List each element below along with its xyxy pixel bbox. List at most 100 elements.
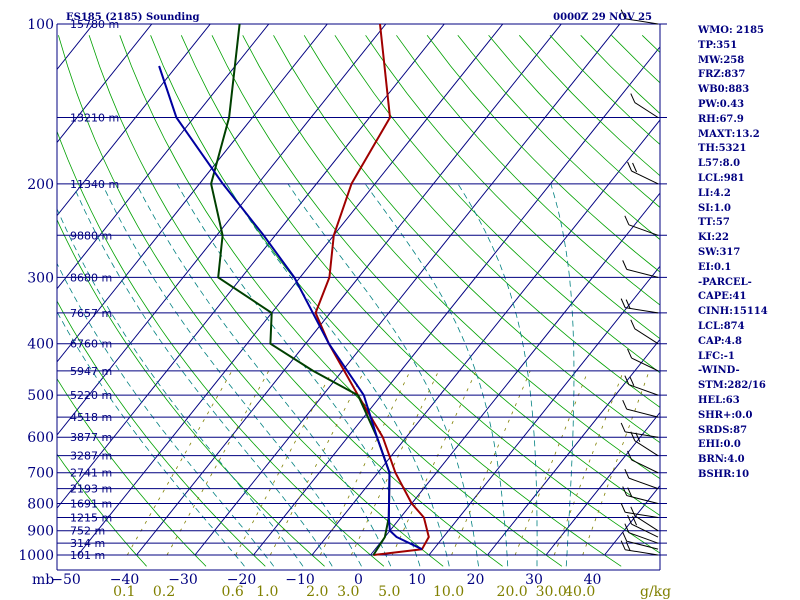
pressure-tick-label: 1000 — [18, 548, 54, 564]
wind-barb-staff — [631, 523, 659, 538]
dry-adiabat-line — [396, 35, 660, 306]
dry-adiabat-line — [119, 35, 563, 567]
stat-line: LCL:981 — [698, 172, 745, 184]
wind-barb-feather — [622, 399, 628, 410]
stat-line: LFC:-1 — [698, 350, 735, 362]
pressure-unit-label: mb — [32, 572, 54, 588]
chart-title: ES185 (2185) Sounding — [66, 12, 199, 23]
wind-barb-feather — [620, 9, 626, 19]
stat-line: STM:282/16 — [698, 380, 766, 392]
isotherm-line — [253, 46, 660, 556]
isotherm-line — [57, 24, 328, 363]
isotherm-line — [311, 119, 660, 556]
wind-barb-staff — [626, 495, 659, 505]
isotherm-line — [57, 24, 445, 509]
wind-barb-feather — [630, 319, 636, 329]
dry-adiabat-line — [88, 35, 503, 567]
wind-barb-feather — [620, 503, 626, 513]
moist-adiabat-line — [101, 183, 362, 567]
stat-line: TP:351 — [698, 39, 738, 51]
moist-adiabat-line — [364, 183, 509, 567]
chart-timestamp: 0000Z 29 NOV 25 — [553, 12, 652, 23]
mixing-ratio-line — [235, 370, 333, 556]
dry-adiabat-line — [426, 35, 660, 273]
mixing-ratio-tick-label: 20.0 — [497, 584, 528, 600]
wind-barb-feather — [627, 487, 633, 497]
wind-barb-feather — [627, 161, 633, 172]
wind-barb-feather — [624, 468, 630, 479]
pressure-tick-label: 900 — [27, 524, 54, 540]
wind-barb-feather — [625, 541, 631, 551]
stat-line: CINH:15114 — [698, 306, 768, 318]
temperature-tick-label: 0 — [354, 572, 363, 588]
height-label: 5220 m — [70, 389, 112, 402]
stat-line: -PARCEL- — [698, 276, 752, 288]
dry-adiabat-line — [58, 35, 444, 567]
temperature-tick-label: −40 — [110, 572, 140, 588]
wind-barb-staff — [625, 511, 659, 519]
isotherm-line — [136, 24, 562, 556]
height-label: 11340 m — [70, 178, 119, 191]
stat-line: EI:0.1 — [698, 261, 732, 273]
isobar-lines — [57, 23, 667, 571]
mixing-ratio-line — [514, 370, 589, 556]
stat-line: LCL:874 — [698, 320, 745, 332]
height-label: 2193 m — [70, 483, 112, 496]
height-label: 101 m — [70, 549, 105, 562]
wind-barbs — [620, 9, 659, 556]
pressure-tick-label: 400 — [27, 337, 54, 353]
isotherm-line — [57, 24, 270, 290]
wind-barb-feather — [625, 299, 631, 309]
temperature-tick-label: 20 — [467, 572, 485, 588]
stat-line: LI:4.2 — [698, 187, 731, 199]
pressure-tick-label: 500 — [27, 388, 54, 404]
moist-adiabat-line — [550, 183, 575, 567]
height-label: 15780 m — [70, 18, 119, 31]
temperature-profile-line — [314, 24, 430, 556]
mixing-ratio-tick-label: 0.2 — [153, 584, 175, 600]
height-label: 9880 m — [70, 229, 112, 242]
stat-line: BRN:4.0 — [698, 454, 745, 466]
height-label: 2741 m — [70, 467, 112, 480]
moist-adiabat-line — [57, 207, 304, 567]
profile-lines — [158, 24, 430, 556]
height-label: 5947 m — [70, 365, 112, 378]
wind-barb-feather — [620, 540, 626, 550]
sounding-indices-panel: WMO: 2185 TP:351 MW:258 FRZ:837 WB0:883 PW:0.… — [698, 24, 798, 483]
pressure-tick-label: 700 — [27, 466, 54, 482]
isotherm-line — [57, 24, 387, 436]
mixing-ratio-unit-label: g/kg — [640, 584, 671, 600]
wind-barb-staff — [634, 515, 659, 532]
height-label: 3287 m — [70, 450, 112, 463]
temperature-tick-label: −30 — [168, 572, 198, 588]
moist-adiabat-line — [287, 183, 479, 567]
wind-barb-feather — [627, 348, 633, 359]
mixing-ratio-tick-label: 1.0 — [256, 584, 278, 600]
stat-line: TT:57 — [698, 217, 730, 229]
stat-line: L57:8.0 — [698, 158, 741, 170]
isotherm-line — [545, 411, 660, 556]
mixing-ratio-tick-label: 3.0 — [337, 584, 359, 600]
stat-line: PW:0.43 — [698, 98, 745, 110]
isotherm-line — [57, 24, 211, 217]
mixing-ratio-line — [451, 370, 531, 556]
stat-line: WMO: 2185 — [698, 25, 765, 36]
height-label: 752 m — [70, 525, 105, 538]
height-label: 3877 m — [70, 431, 112, 444]
mixing-ratio-tick-label: 40.0 — [564, 584, 595, 600]
wind-barb-staff — [626, 540, 659, 550]
mixing-ratio-tick-label: 10.0 — [433, 584, 464, 600]
wind-barb-feather — [632, 515, 638, 526]
background-grid — [57, 24, 660, 567]
wind-barb-staff — [631, 170, 659, 185]
stat-line: FRZ:837 — [698, 69, 746, 81]
temperature-tick-label: 30 — [525, 572, 543, 588]
mixing-ratio-line — [553, 370, 624, 556]
temperature-tick-label: −10 — [285, 572, 315, 588]
stat-line: CAPE:41 — [698, 291, 747, 303]
dry-adiabat-line — [180, 35, 660, 554]
wind-barb-staff — [634, 440, 659, 457]
dry-adiabat-line — [57, 218, 325, 567]
isotherm-line — [194, 24, 621, 556]
